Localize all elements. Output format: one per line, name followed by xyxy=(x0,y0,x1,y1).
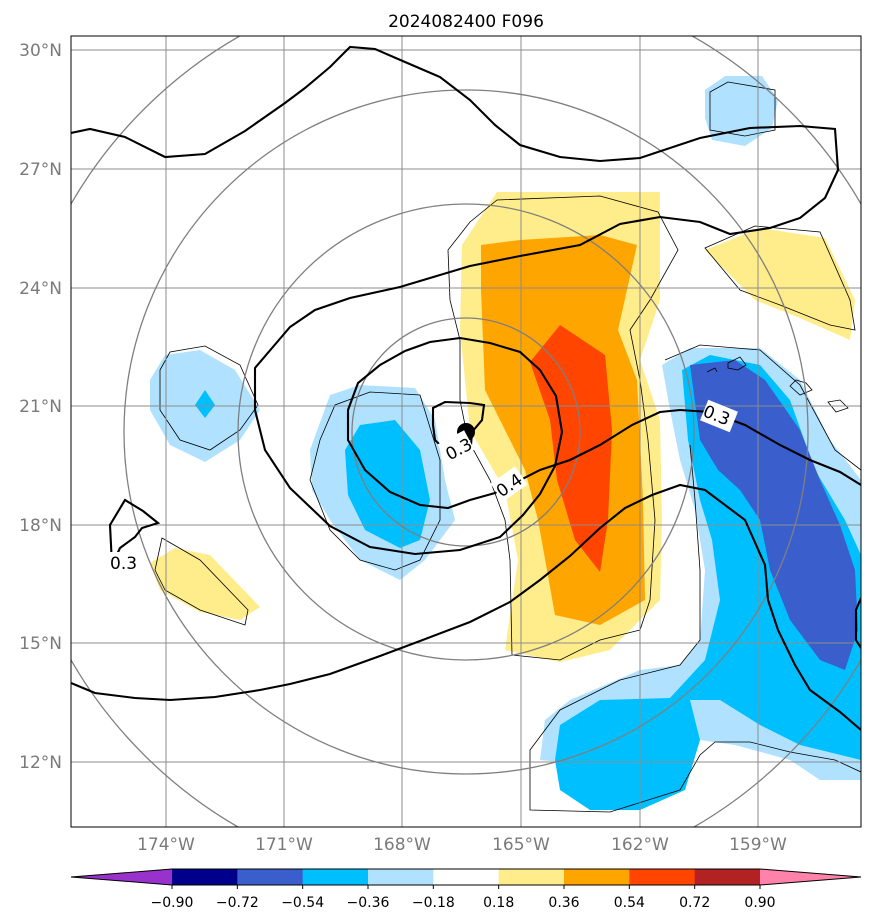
colorbar-extend-low xyxy=(71,869,172,885)
lat-label-18n: 18°N xyxy=(19,516,62,536)
colorbar-segment xyxy=(564,869,630,885)
shade-yellow-east xyxy=(705,228,855,340)
figure-title: 2024082400 F096 xyxy=(388,12,544,32)
colorbar-extend-high xyxy=(760,869,861,885)
colorbar-segment xyxy=(302,869,369,885)
longitude-labels: 174°W 171°W 168°W 165°W 162°W 159°W xyxy=(137,835,787,855)
lat-label-24n: 24°N xyxy=(19,279,62,299)
lon-label-174w: 174°W xyxy=(137,835,195,855)
colorbar-tick-label: 0.72 xyxy=(679,895,710,911)
shade-cyan-west-dot xyxy=(195,390,215,418)
shade-yellow-west xyxy=(150,548,260,620)
lon-label-171w: 171°W xyxy=(255,835,313,855)
colorbar-tick-label: 0.18 xyxy=(483,895,514,911)
colorbar-segment xyxy=(237,869,304,885)
thin-contours xyxy=(154,81,861,813)
map-frame xyxy=(70,35,862,828)
shade-cyan-center xyxy=(345,420,430,548)
colorbar-tick-label: 0.36 xyxy=(548,895,579,911)
range-rings xyxy=(71,36,861,827)
latitude-labels: 30°N 27°N 24°N 21°N 18°N 15°N 12°N xyxy=(19,41,62,773)
map-area: 0.3 0.3 0.4 0.3 xyxy=(71,36,861,827)
lat-label-21n: 21°N xyxy=(19,397,62,417)
shade-blue-east xyxy=(690,360,858,670)
colorbar-tick-label: −0.54 xyxy=(281,895,324,911)
lon-label-159w: 159°W xyxy=(729,835,787,855)
colorbar-segment xyxy=(694,869,761,885)
colorbar-tick-label: 0.90 xyxy=(744,895,775,911)
colorbar-segment xyxy=(368,869,434,885)
colorbar-tick-label: −0.72 xyxy=(216,895,259,911)
colorbar-tick-label: −0.36 xyxy=(347,895,390,911)
colorbar-segment xyxy=(433,869,500,885)
lat-label-27n: 27°N xyxy=(19,160,62,180)
colorbar-tick-label: 0.54 xyxy=(614,895,645,911)
lon-label-165w: 165°W xyxy=(492,835,550,855)
lon-label-162w: 162°W xyxy=(611,835,669,855)
lat-label-30n: 30°N xyxy=(19,41,62,61)
lat-label-15n: 15°N xyxy=(19,634,62,654)
colorbar-segment xyxy=(172,869,238,885)
lat-label-12n: 12°N xyxy=(19,753,62,773)
contour-label-0-3-west: 0.3 xyxy=(110,554,137,574)
colorbar-segment xyxy=(629,869,696,885)
colorbar-tick-label: −0.90 xyxy=(151,895,194,911)
colorbar-segment xyxy=(498,869,565,885)
colorbar-tick-label: −0.18 xyxy=(412,895,455,911)
negative-shading xyxy=(150,76,861,810)
colorbar: −0.90 −0.72 −0.54 −0.36 −0.18 0.18 0.36 0.54 0.7… xyxy=(70,868,862,911)
lon-label-168w: 168°W xyxy=(373,835,431,855)
